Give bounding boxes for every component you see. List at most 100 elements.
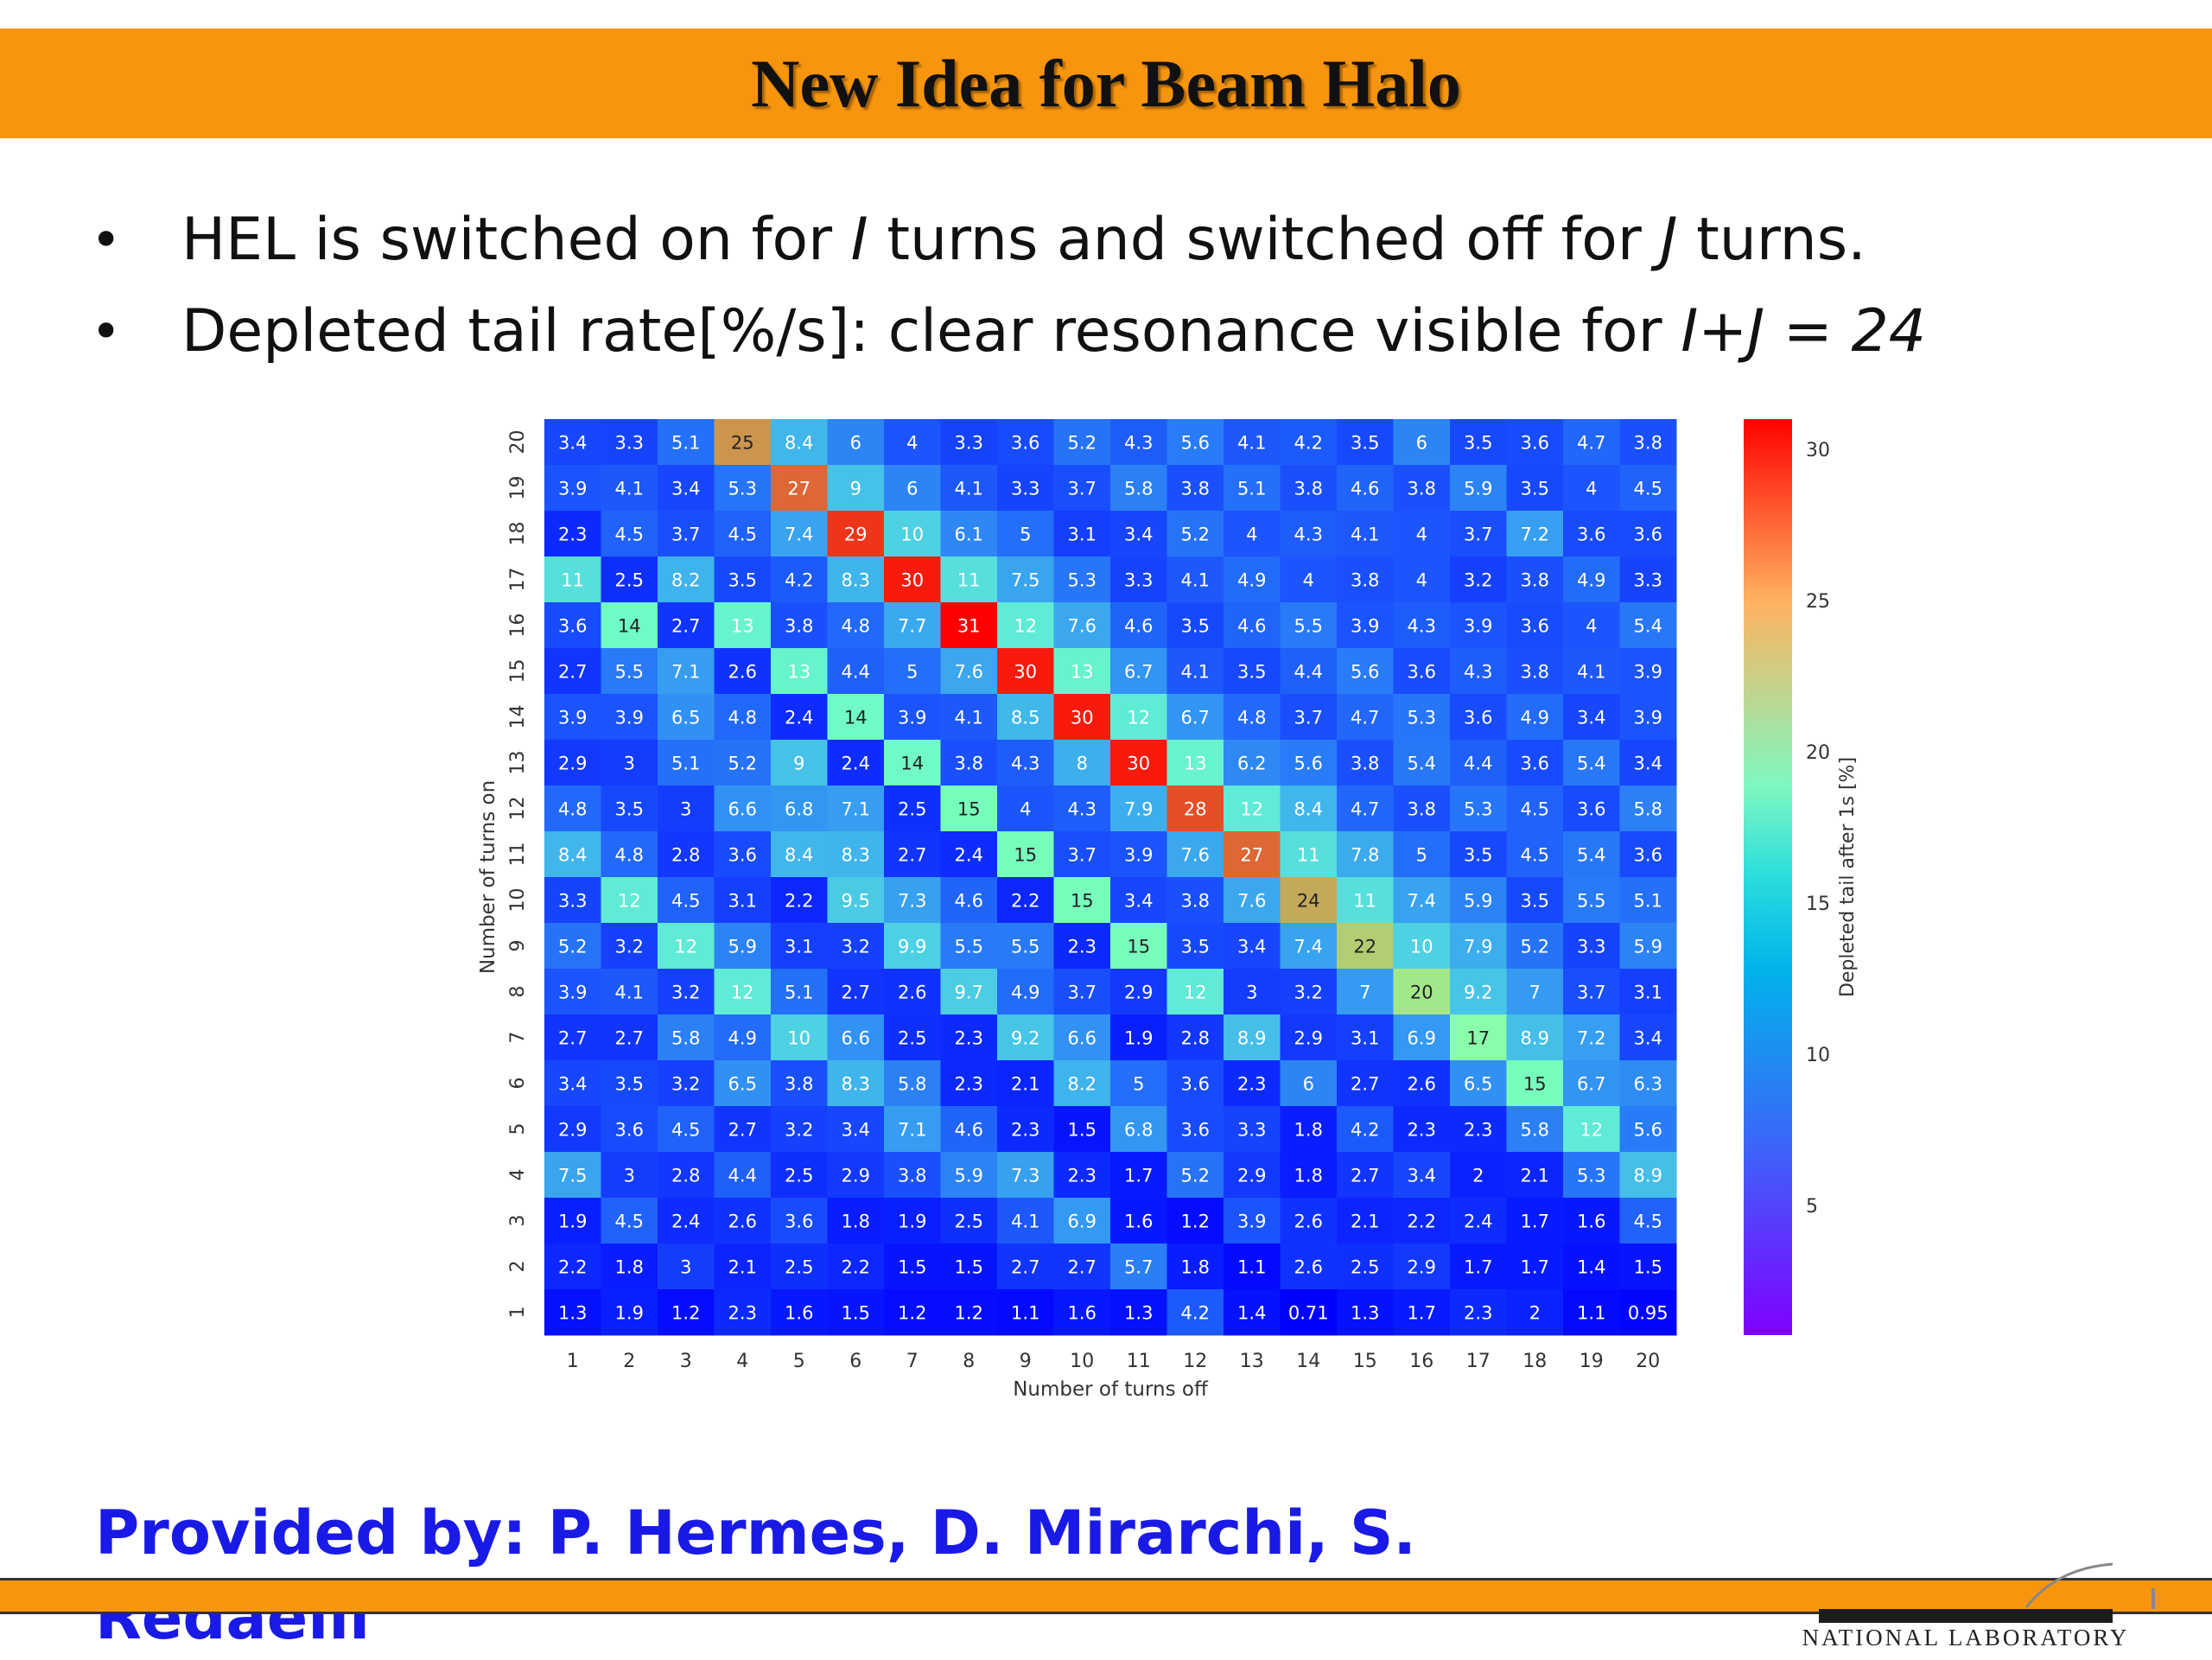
heatmap-cell-label: 3.8 <box>1521 662 1549 683</box>
heatmap-cell-label: 3.4 <box>1124 891 1153 912</box>
heatmap-cell-label: 1.9 <box>615 1303 644 1324</box>
heatmap-cell <box>884 511 941 557</box>
heatmap-cell <box>658 465 715 512</box>
heatmap-cell-label: 4 <box>1586 616 1597 637</box>
heatmap-cell-label: 7.1 <box>898 1120 926 1141</box>
heatmap-cell <box>1280 877 1338 924</box>
heatmap-cell <box>714 1014 772 1061</box>
heatmap-cell-label: 11 <box>1353 891 1376 912</box>
heatmap-cell-label: 5.1 <box>785 983 813 1003</box>
heatmap-cell <box>827 602 885 649</box>
heatmap-cell-label: 4.6 <box>955 891 983 912</box>
heatmap-cell-label: 4.2 <box>1181 1303 1210 1324</box>
heatmap-cell-label: 3.6 <box>785 1212 813 1232</box>
heatmap-cell-label: 8.3 <box>842 570 870 591</box>
heatmap-cell <box>544 785 601 832</box>
heatmap-cell-label: 12 <box>618 891 641 912</box>
heatmap-cell <box>997 1198 1054 1244</box>
heatmap-cell-label: 8.2 <box>671 570 700 591</box>
heatmap-cell <box>1450 419 1507 466</box>
heatmap-cell-label: 10 <box>787 1028 810 1049</box>
heatmap-cell <box>601 1014 658 1061</box>
heatmap-cell <box>1280 1014 1338 1061</box>
heatmap-cell <box>601 557 658 603</box>
heatmap-cell <box>1280 1289 1338 1336</box>
heatmap-cell-label: 1.4 <box>1577 1257 1605 1278</box>
heatmap-cell <box>1053 511 1111 557</box>
heatmap-cell-label: 5.8 <box>1634 799 1662 820</box>
heatmap-cell <box>997 785 1054 832</box>
heatmap-cell-label: 5 <box>906 662 918 683</box>
heatmap-cell <box>827 969 885 1015</box>
heatmap-cell-label: 6 <box>906 479 918 499</box>
heatmap-cell <box>1563 419 1620 466</box>
heatmap-cell-label: 4.1 <box>1577 662 1605 683</box>
heatmap-cell-label: 0.71 <box>1288 1303 1329 1324</box>
y-tick-label: 3 <box>507 1215 529 1227</box>
heatmap-cell <box>884 740 941 786</box>
heatmap-cell <box>658 557 715 603</box>
heatmap-cell <box>1224 969 1281 1015</box>
heatmap-cell <box>827 419 885 466</box>
heatmap-cell-label: 2.3 <box>1408 1120 1436 1141</box>
heatmap-cell <box>997 648 1054 695</box>
heatmap-cell-label: 2.5 <box>785 1257 813 1278</box>
y-tick-label: 2 <box>507 1261 529 1273</box>
heatmap-cell-label: 2.8 <box>671 1166 700 1186</box>
heatmap-cell <box>1393 602 1451 649</box>
heatmap-cell-label: 5.3 <box>1068 570 1096 591</box>
heatmap-cell <box>1619 740 1677 786</box>
heatmap-cell <box>997 557 1054 603</box>
heatmap-cell <box>884 923 941 970</box>
heatmap-cell <box>658 831 715 878</box>
heatmap-cell <box>827 648 885 695</box>
heatmap-cell-label: 1.5 <box>1634 1257 1662 1278</box>
heatmap-cell-label: 5.5 <box>1011 937 1039 957</box>
heatmap-cell-label: 8.4 <box>785 845 813 866</box>
heatmap-cell-label: 5.4 <box>1577 754 1605 774</box>
x-tick-labels: 1 2 3 4 5 6 7 8 9 10 11 12 13 14 15 16 17 18 19 20 <box>567 1351 1661 1372</box>
heatmap-cell <box>1166 1152 1224 1199</box>
heatmap-cell <box>1053 1243 1111 1290</box>
y-tick-label: 10 <box>507 888 529 913</box>
heatmap-cell-label: 6 <box>1416 433 1427 454</box>
heatmap-cell <box>771 694 828 741</box>
heatmap-cell <box>1337 557 1394 603</box>
heatmap-cell <box>1053 969 1111 1015</box>
heatmap-cell <box>1393 1152 1451 1199</box>
heatmap-cell <box>827 877 885 924</box>
heatmap-cell <box>1166 511 1224 557</box>
heatmap-cell <box>1110 1289 1167 1336</box>
heatmap-cell-label: 2.4 <box>955 845 983 866</box>
heatmap-cell <box>1110 557 1167 603</box>
heatmap-cell <box>1224 1243 1281 1290</box>
heatmap-cell <box>771 1060 828 1107</box>
heatmap-cell <box>940 785 998 832</box>
heatmap-cell <box>1166 1289 1224 1336</box>
heatmap-cell-label: 1.5 <box>1068 1120 1096 1141</box>
heatmap-cell-label: 9 <box>850 479 861 499</box>
heatmap-cell-label: 3.1 <box>1351 1028 1379 1049</box>
heatmap-cell-label: 3.2 <box>842 937 870 957</box>
heatmap-cell <box>940 1243 998 1290</box>
heatmap-cell-label: 2.2 <box>1011 891 1039 912</box>
heatmap-cell <box>1166 831 1224 878</box>
heatmap-cell-label: 2.9 <box>1408 1257 1436 1278</box>
heatmap-cell <box>1166 785 1224 832</box>
heatmap-cell-label: 2.6 <box>1294 1257 1323 1278</box>
x-tick-label: 7 <box>906 1351 918 1372</box>
heatmap-cell-label: 15 <box>957 799 981 820</box>
heatmap-cell-label: 6.1 <box>955 525 983 545</box>
heatmap-cell <box>1053 1198 1111 1244</box>
heatmap-cell <box>601 419 658 466</box>
heatmap-cell-label: 1.7 <box>1124 1166 1153 1186</box>
heatmap-cell-label: 2.9 <box>1294 1028 1323 1049</box>
heatmap-cell-label: 2.1 <box>1521 1166 1549 1186</box>
x-tick-label: 2 <box>623 1351 635 1372</box>
heatmap-cell-label: 1.8 <box>1181 1257 1210 1278</box>
heatmap-cell <box>714 1289 772 1336</box>
heatmap-cell-label: 5.2 <box>1181 525 1210 545</box>
heatmap-cell-label: 7.6 <box>1068 616 1096 637</box>
heatmap-cell <box>1053 1060 1111 1107</box>
heatmap-cell-label: 2.7 <box>1068 1257 1096 1278</box>
